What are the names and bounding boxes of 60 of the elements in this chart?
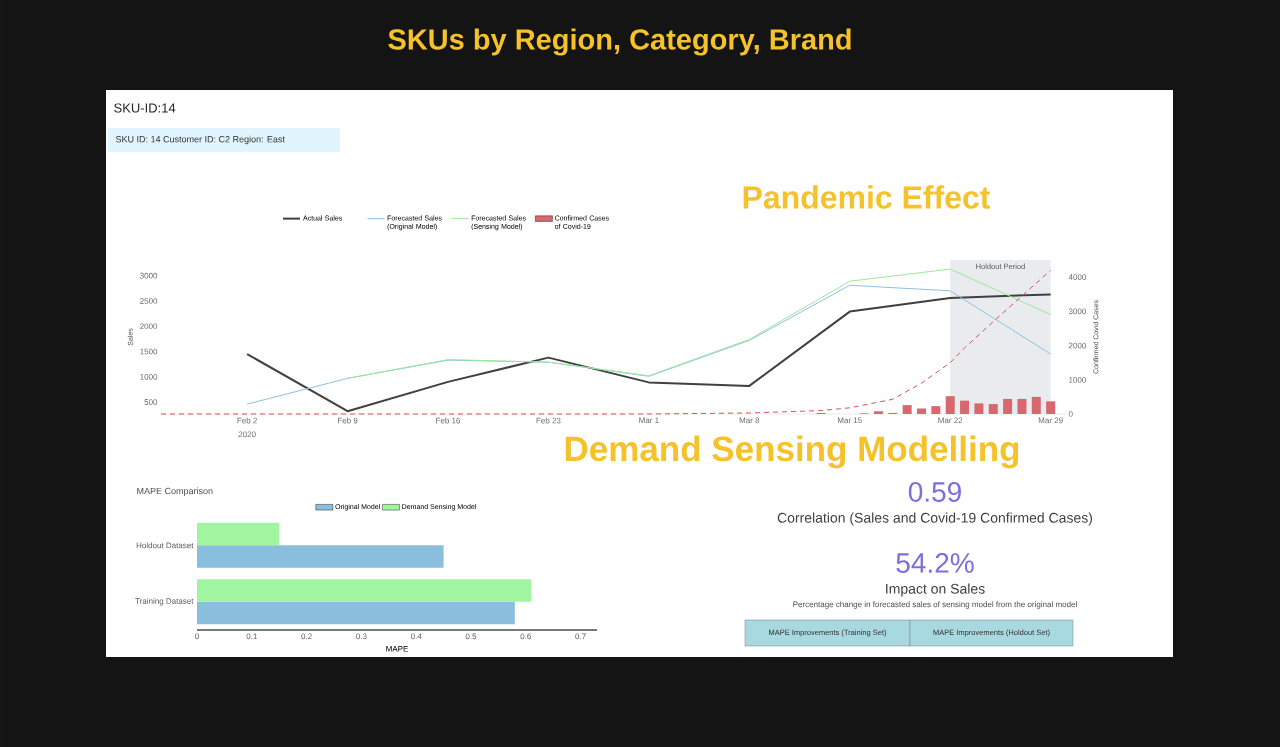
bar bbox=[1017, 398, 1027, 414]
y-tick-label: 1500 bbox=[140, 348, 158, 355]
bar bbox=[960, 400, 970, 414]
bar bbox=[945, 396, 955, 414]
bar bbox=[931, 406, 941, 414]
text: Pandemic Effect bbox=[743, 185, 991, 209]
y2-tick-label: 0 bbox=[1068, 411, 1073, 417]
chart-title: MAPE Comparison bbox=[137, 487, 213, 496]
bar bbox=[1003, 398, 1013, 414]
x-tick-label: Mar 29 bbox=[1038, 417, 1063, 424]
x-axis-title: MAPE bbox=[386, 646, 408, 652]
x-tick-label: 0.3 bbox=[356, 633, 367, 640]
x-tick-label: 0.7 bbox=[575, 633, 586, 640]
text: 2020 bbox=[238, 431, 256, 438]
text: Impact on Sales bbox=[886, 583, 985, 597]
x-tick-label: Mar 1 bbox=[639, 417, 659, 424]
y-tick-label: 2000 bbox=[140, 323, 158, 330]
x-tick-label: Feb 16 bbox=[436, 417, 461, 424]
bar bbox=[1046, 401, 1056, 414]
bar bbox=[197, 522, 280, 546]
y-tick-label: Training Dataset bbox=[135, 598, 194, 606]
bar bbox=[1031, 396, 1041, 414]
y-tick-label: 500 bbox=[144, 399, 158, 405]
x-tick-label: Mar 8 bbox=[739, 417, 760, 424]
y-tick-label: 1000 bbox=[140, 373, 158, 380]
bar bbox=[197, 545, 444, 568]
text: SKUs by Region, Category, Brand bbox=[388, 28, 851, 56]
bar bbox=[197, 579, 532, 602]
y2-tick-label: 1000 bbox=[1069, 376, 1087, 383]
y-tick-label: 2500 bbox=[140, 298, 158, 304]
chart-subtitle: SKU ID: 14 Customer ID: C2 Region: East bbox=[115, 135, 285, 145]
bar bbox=[197, 601, 515, 625]
x-tick-label: 0 bbox=[195, 633, 199, 640]
x-tick-label: Mar 15 bbox=[837, 417, 862, 424]
bar bbox=[988, 404, 998, 414]
y-tick-label: 3000 bbox=[139, 272, 158, 279]
x-tick-label: Feb 9 bbox=[337, 417, 358, 424]
y2-tick-label: 4000 bbox=[1068, 274, 1087, 280]
text: Demand Sensing Modelling bbox=[565, 435, 1019, 469]
x-tick-label: Feb 2 bbox=[237, 417, 257, 424]
text: 54.2% bbox=[896, 553, 974, 573]
line-series bbox=[347, 268, 1052, 379]
x-tick-label: 0.5 bbox=[465, 633, 477, 640]
bar bbox=[873, 411, 883, 414]
bar bbox=[917, 408, 926, 414]
x-tick-label: 0.6 bbox=[520, 633, 531, 640]
y2-tick-label: 2000 bbox=[1068, 342, 1087, 349]
chart-title: SKU-ID:14 bbox=[114, 103, 176, 113]
x-tick-label: Mar 22 bbox=[938, 417, 963, 424]
text: Percentage change in forecasted sales of sensing model from the original model bbox=[793, 601, 1077, 609]
x-tick-label: 0.2 bbox=[301, 633, 312, 640]
x-tick-label: 0.4 bbox=[410, 633, 422, 640]
x-tick-label: 0.1 bbox=[246, 633, 257, 640]
bar bbox=[902, 405, 912, 414]
y-tick-label: Holdout Dataset bbox=[136, 542, 194, 549]
bar bbox=[974, 403, 984, 414]
text: 0.59 bbox=[908, 482, 961, 502]
text: Correlation (Sales and Covid-19 Confirmed Cases) bbox=[777, 512, 1093, 526]
y2-tick-label: 3000 bbox=[1068, 308, 1087, 315]
x-tick-label: Feb 23 bbox=[536, 417, 561, 424]
